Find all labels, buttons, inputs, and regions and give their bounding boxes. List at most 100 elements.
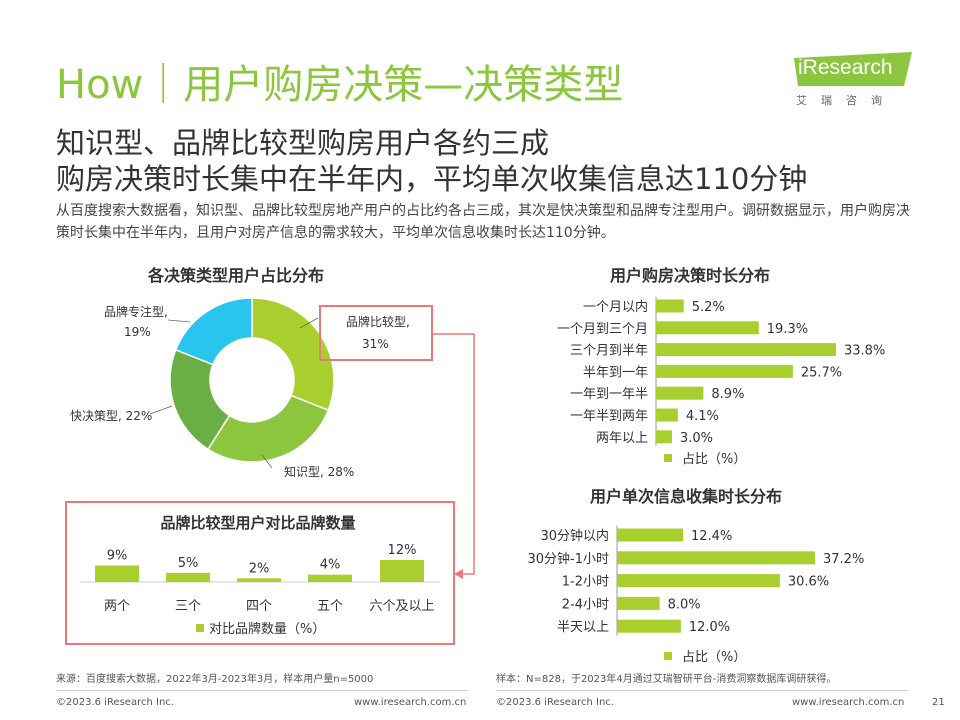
footer-divider-left	[56, 690, 468, 691]
decision-time-bar-3	[656, 364, 793, 378]
donut-value-3: 19%	[124, 325, 151, 339]
decision-time-bar-0	[656, 299, 684, 313]
brand-count-value-3: 4%	[320, 558, 341, 573]
decision-time-value-3: 25.7%	[801, 365, 842, 380]
brand-count-bar-1	[166, 572, 210, 582]
decision-time-bar-2	[656, 343, 836, 357]
decision-time-bar-6	[656, 430, 672, 444]
brand-count-title: 品牌比较型用户对比品牌数量	[160, 514, 355, 532]
info-time-category-2: 1-2小时	[562, 575, 609, 590]
donut-label-3: 品牌专注型,	[104, 304, 168, 319]
info-time-bar-2	[617, 574, 780, 588]
decision-time-value-0: 5.2%	[692, 300, 725, 315]
decision-time-chart-title: 用户购房决策时长分布	[610, 266, 771, 285]
brand-count-value-0: 9%	[107, 549, 128, 564]
info-time-bar-4	[617, 619, 681, 633]
decision-time-legend: 占比（%）	[682, 452, 746, 467]
brand-count-chart: 品牌比较型用户对比品牌数量 9% 两个 5% 三个 2% 四个 4% 五个 12% 六个及以上对比品…	[80, 514, 440, 637]
copyright-right: ©2023.6 iResearch Inc.	[496, 697, 614, 708]
page-number: 21	[932, 697, 945, 708]
footer-divider-right	[496, 690, 908, 691]
brand-count-legend: 对比品牌数量（%）	[209, 621, 325, 637]
info-time-chart: 30分钟以内 12.4% 30分钟-1小时 37.2% 1-2小时 30.6% 2-4小时 8…	[527, 525, 864, 665]
donut-value-0: 31%	[362, 337, 389, 351]
iresearch-logo: iResearch 艾瑞咨询	[794, 52, 914, 112]
decision-time-category-3: 半年到一年	[583, 365, 648, 380]
decision-time-category-2: 三个月到半年	[570, 344, 648, 359]
headline-line-2: 购房决策时长集中在半年内，平均单次收集信息达110分钟	[56, 162, 808, 196]
logo-subtitle: 艾瑞咨询	[796, 94, 896, 107]
decision-time-category-0: 一个月以内	[583, 299, 648, 315]
copyright-left: ©2023.6 iResearch Inc.	[56, 697, 174, 708]
brand-count-category-3: 五个	[317, 599, 343, 614]
info-time-category-4: 半天以上	[557, 620, 609, 635]
info-time-category-0: 30分钟以内	[540, 528, 609, 544]
brand-count-category-2: 四个	[246, 599, 272, 614]
decision-time-value-5: 4.1%	[686, 409, 719, 424]
logo-i: i	[798, 56, 803, 79]
decision-time-chart: 一个月以内 5.2% 一个月到三个月 19.3% 三个月到半年 33.8% 半年到一年 25.…	[557, 297, 885, 467]
donut-chart-title: 各决策类型用户占比分布	[148, 266, 325, 285]
info-time-value-2: 30.6%	[788, 575, 829, 590]
brand-count-bar-2	[237, 578, 281, 582]
info-time-value-3: 8.0%	[668, 597, 701, 612]
callout-box-small	[319, 305, 433, 361]
brand-count-value-2: 2%	[249, 561, 270, 576]
logo-research: Research	[802, 56, 893, 79]
info-time-bar-3	[617, 596, 660, 610]
callout-connector	[432, 333, 475, 575]
info-time-legend-swatch	[664, 652, 672, 660]
donut-leader-3	[167, 319, 191, 323]
headline-line-1: 知识型、品牌比较型购房用户各约三成	[56, 126, 550, 160]
donut-label-2: 快决策型, 22%	[70, 409, 152, 423]
logo-badge	[794, 52, 912, 86]
donut-slice-2	[169, 348, 231, 451]
decision-time-category-1: 一个月到三个月	[557, 322, 648, 337]
source-note: 来源：百度搜索大数据，2022年3月-2023年3月，样本用户量n=5000	[56, 674, 374, 685]
brand-count-value-1: 5%	[178, 556, 199, 571]
info-time-bar-1	[617, 551, 815, 565]
info-time-legend: 占比（%）	[682, 650, 746, 665]
info-time-chart-title: 用户单次信息收集时长分布	[590, 487, 783, 506]
info-time-value-1: 37.2%	[823, 552, 864, 567]
donut-slice-0	[251, 297, 335, 412]
donut-leader-2	[149, 405, 173, 415]
brand-count-category-0: 两个	[104, 599, 130, 614]
logo-wordmark: iResearch	[798, 56, 893, 80]
description: 从百度搜索大数据看，知识型、品牌比较型房地产用户的占比约各占三成，其次是快决策型…	[56, 203, 910, 241]
brand-count-category-4: 六个及以上	[369, 599, 434, 614]
decision-time-value-1: 19.3%	[767, 322, 808, 337]
callout-arrow	[454, 569, 463, 579]
decision-time-category-6: 两年以上	[596, 431, 648, 446]
decision-time-value-2: 33.8%	[844, 344, 885, 359]
donut-leader-1	[261, 454, 273, 469]
info-time-value-0: 12.4%	[691, 529, 732, 544]
decision-time-category-5: 一年半到两年	[570, 409, 648, 424]
decision-time-value-4: 8.9%	[711, 387, 744, 402]
info-time-category-1: 30分钟-1小时	[527, 551, 609, 567]
sample-note: 样本：N=828，于2023年4月通过艾瑞智研平台-消费洞察数据库调研获得。	[496, 674, 837, 685]
brand-count-category-1: 三个	[175, 599, 201, 614]
donut-slice-1	[207, 394, 330, 463]
donut-chart: 品牌比较型, 31% 知识型, 28% 快决策型, 22% 品牌专注型, 19%	[70, 297, 410, 479]
donut-label-0: 品牌比较型,	[346, 314, 410, 329]
donut-leader-0	[299, 317, 319, 329]
brand-count-bar-3	[308, 574, 352, 582]
brand-count-bar-0	[95, 565, 139, 582]
decision-time-category-4: 一年到一年半	[570, 387, 648, 402]
decision-time-bar-5	[656, 408, 678, 422]
page-title: How｜用户购房决策—决策类型	[56, 62, 624, 108]
decision-time-legend-swatch	[664, 454, 672, 462]
brand-count-legend-swatch	[196, 624, 204, 632]
brand-count-bar-4	[380, 560, 424, 582]
callout-box-large	[65, 501, 455, 645]
donut-slice-3	[174, 297, 253, 366]
decision-time-bar-1	[656, 321, 759, 335]
info-time-value-4: 12.0%	[689, 620, 730, 635]
info-time-category-3: 2-4小时	[562, 597, 609, 612]
decision-time-value-6: 3.0%	[680, 431, 713, 446]
brand-count-value-4: 12%	[388, 543, 417, 558]
highlight-callout	[65, 305, 475, 645]
url-right: www.iresearch.com.cn	[792, 697, 905, 708]
